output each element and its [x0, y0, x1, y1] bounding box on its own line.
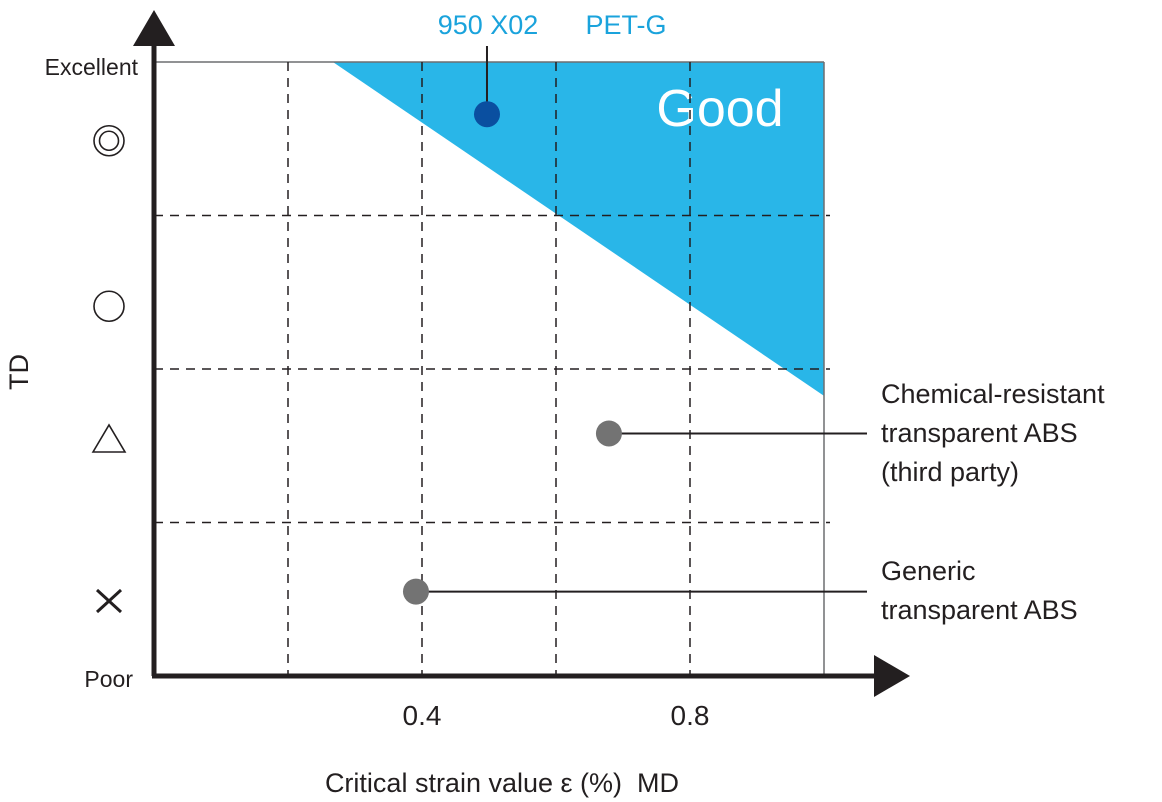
point-label: (third party)	[881, 457, 1019, 487]
point-label: transparent ABS	[881, 418, 1078, 448]
double-circle-inner	[98, 130, 120, 152]
circle-shape	[93, 290, 125, 323]
x-tick-label: 0.8	[671, 700, 710, 731]
double-circle-outer	[93, 124, 125, 157]
y-axis-arrow-icon	[133, 10, 175, 46]
data-point	[473, 101, 500, 128]
good-region	[332, 62, 824, 396]
triangle-rating-icon	[91, 423, 127, 453]
x-tick-label: 0.4	[403, 700, 442, 731]
point-label: Generic	[881, 556, 976, 586]
point-label: Chemical-resistant	[881, 379, 1105, 409]
y-label-poor: Poor	[84, 666, 133, 692]
x-axis-title: Critical strain value ε (%) MD	[325, 768, 679, 798]
y-axis-title: TD	[4, 354, 34, 390]
double-circle-rating-icon	[93, 124, 125, 157]
data-point	[402, 578, 429, 605]
cross-stroke	[95, 588, 123, 614]
y-label-excellent: Excellent	[45, 54, 139, 80]
cross-rating-icon	[95, 588, 123, 614]
point-label: transparent ABS	[881, 595, 1078, 625]
point-label: PET-G	[585, 10, 666, 40]
point-label: 950 X02	[438, 10, 539, 40]
x-axis-arrow-icon	[874, 655, 910, 697]
triangle-shape	[91, 423, 127, 453]
data-point	[595, 420, 622, 447]
good-region-label: Good	[656, 80, 783, 138]
circle-rating-icon	[93, 290, 125, 323]
